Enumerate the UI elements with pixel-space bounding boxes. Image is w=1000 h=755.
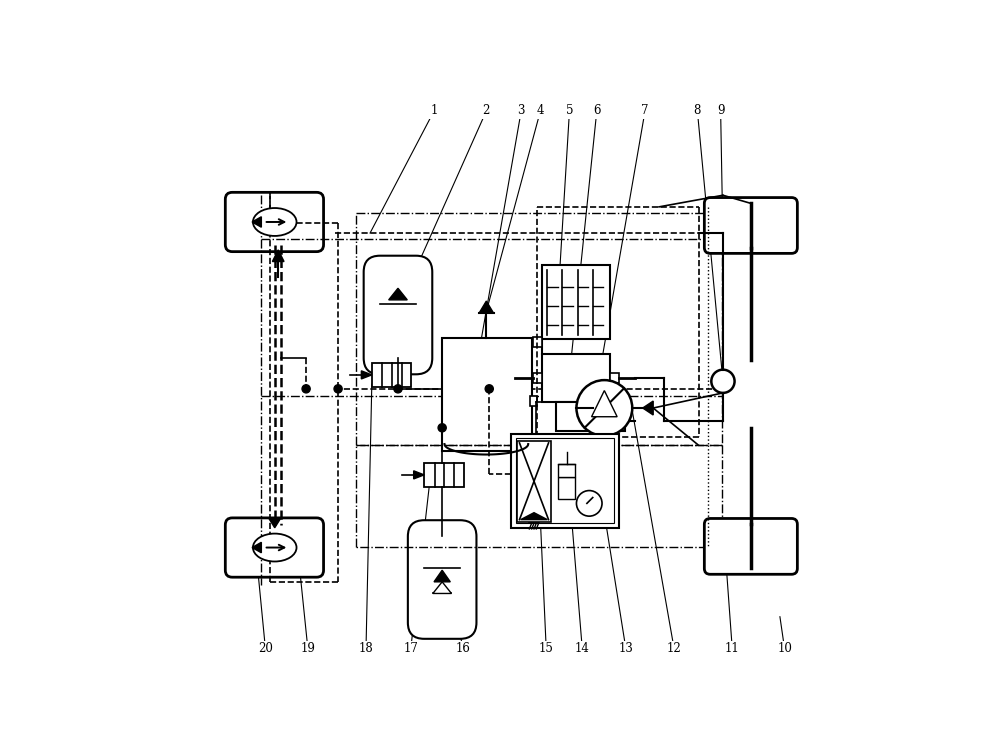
Polygon shape [414, 471, 424, 479]
Bar [558, 476, 575, 499]
Circle shape [394, 385, 402, 393]
Polygon shape [479, 301, 493, 313]
Text: 14: 14 [575, 643, 590, 655]
Text: 5: 5 [566, 104, 573, 118]
Polygon shape [361, 371, 372, 379]
Text: 6: 6 [593, 104, 601, 118]
Polygon shape [389, 288, 407, 300]
Bar [511, 433, 619, 528]
Text: 12: 12 [667, 643, 681, 655]
Text: 10: 10 [777, 643, 792, 655]
Text: 13: 13 [618, 643, 633, 655]
Polygon shape [269, 519, 281, 528]
Text: 1: 1 [430, 104, 438, 118]
Circle shape [302, 385, 310, 393]
Bar [533, 337, 542, 347]
Circle shape [334, 385, 342, 393]
Text: 17: 17 [403, 643, 418, 655]
Bar [517, 441, 551, 522]
Polygon shape [272, 250, 284, 261]
FancyBboxPatch shape [225, 518, 324, 577]
Bar [424, 463, 464, 487]
Text: 16: 16 [456, 643, 471, 655]
Polygon shape [643, 401, 653, 415]
Bar [610, 416, 619, 427]
Circle shape [576, 491, 602, 516]
Text: 3: 3 [517, 104, 525, 118]
Polygon shape [592, 390, 617, 417]
Ellipse shape [253, 534, 297, 562]
Ellipse shape [253, 208, 297, 236]
Bar [558, 464, 575, 476]
Polygon shape [521, 513, 547, 519]
Bar [372, 362, 411, 387]
Text: 19: 19 [300, 643, 315, 655]
Bar [556, 402, 625, 430]
Text: 9: 9 [717, 104, 724, 118]
Bar [533, 372, 542, 383]
Bar [530, 396, 537, 405]
Bar [542, 265, 610, 340]
FancyBboxPatch shape [364, 256, 432, 374]
FancyBboxPatch shape [408, 520, 476, 639]
Bar [542, 354, 610, 402]
Polygon shape [434, 570, 450, 582]
FancyBboxPatch shape [225, 193, 324, 251]
Text: 18: 18 [359, 643, 373, 655]
Bar [610, 372, 619, 383]
Circle shape [576, 380, 632, 436]
Text: 2: 2 [483, 104, 490, 118]
Circle shape [711, 370, 735, 393]
Polygon shape [433, 582, 451, 593]
Bar [516, 438, 614, 523]
Text: 20: 20 [258, 643, 273, 655]
Circle shape [438, 424, 446, 432]
Text: 4: 4 [537, 104, 544, 118]
FancyBboxPatch shape [704, 198, 797, 254]
Text: 8: 8 [694, 104, 701, 118]
Bar [442, 337, 532, 451]
Text: 15: 15 [539, 643, 554, 655]
Circle shape [485, 385, 493, 393]
Polygon shape [252, 542, 261, 553]
Text: 11: 11 [725, 643, 740, 655]
FancyBboxPatch shape [704, 519, 797, 575]
Polygon shape [252, 217, 261, 227]
Text: 7: 7 [641, 104, 649, 118]
